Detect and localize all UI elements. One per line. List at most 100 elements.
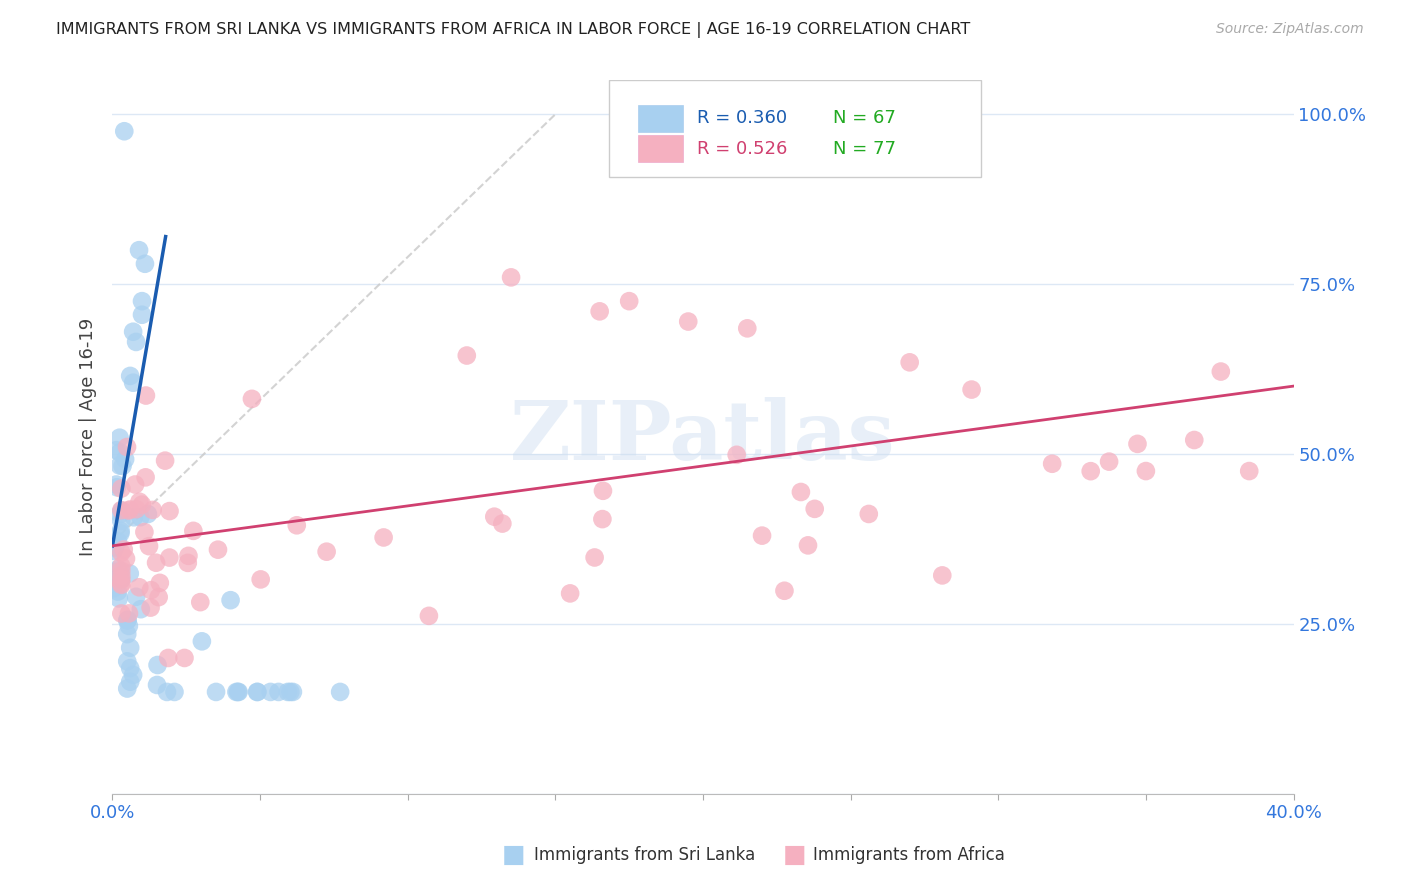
Text: ■: ■ bbox=[783, 843, 806, 866]
Point bbox=[117, 503, 139, 517]
Point bbox=[135, 388, 157, 402]
Point bbox=[329, 685, 352, 699]
Y-axis label: In Labor Force | Age 16-19: In Labor Force | Age 16-19 bbox=[79, 318, 97, 557]
Point bbox=[115, 440, 138, 454]
Point bbox=[128, 243, 150, 257]
Point bbox=[163, 685, 186, 699]
Point bbox=[120, 661, 142, 675]
Point bbox=[128, 494, 150, 508]
Point bbox=[207, 542, 229, 557]
Point bbox=[107, 591, 129, 606]
Point bbox=[501, 270, 523, 285]
Point bbox=[157, 651, 180, 665]
Point bbox=[110, 526, 132, 541]
Point bbox=[146, 678, 169, 692]
Point bbox=[118, 607, 141, 621]
Point bbox=[315, 544, 337, 558]
Point bbox=[124, 477, 146, 491]
Point bbox=[491, 516, 513, 531]
FancyBboxPatch shape bbox=[638, 136, 683, 162]
Point bbox=[131, 498, 153, 512]
Point bbox=[110, 568, 132, 582]
Point bbox=[117, 654, 138, 668]
Point bbox=[583, 550, 606, 565]
Point bbox=[267, 685, 290, 699]
Point bbox=[134, 524, 156, 539]
Text: N = 77: N = 77 bbox=[832, 140, 896, 158]
FancyBboxPatch shape bbox=[609, 80, 980, 177]
Point bbox=[1040, 457, 1063, 471]
Point bbox=[110, 503, 132, 517]
Point bbox=[588, 304, 610, 318]
Point bbox=[246, 685, 269, 699]
Point bbox=[118, 502, 141, 516]
Point bbox=[149, 575, 172, 590]
Text: N = 67: N = 67 bbox=[832, 109, 896, 127]
Point bbox=[115, 551, 138, 566]
FancyBboxPatch shape bbox=[638, 104, 683, 132]
Point bbox=[138, 539, 160, 553]
Point bbox=[281, 685, 304, 699]
Text: Source: ZipAtlas.com: Source: ZipAtlas.com bbox=[1216, 22, 1364, 37]
Point bbox=[177, 556, 200, 570]
Point bbox=[129, 602, 152, 616]
Point bbox=[228, 685, 250, 699]
Point bbox=[110, 573, 132, 587]
Point bbox=[146, 658, 169, 673]
Point bbox=[110, 576, 132, 591]
Point bbox=[107, 584, 129, 599]
Point bbox=[183, 524, 205, 538]
Point bbox=[111, 458, 134, 473]
Point bbox=[177, 549, 200, 563]
Point bbox=[108, 458, 131, 473]
Point bbox=[159, 504, 181, 518]
Text: ZIPatlas: ZIPatlas bbox=[510, 397, 896, 477]
Text: R = 0.360: R = 0.360 bbox=[697, 109, 787, 127]
Point bbox=[240, 392, 263, 406]
Point bbox=[107, 562, 129, 576]
Point bbox=[456, 349, 478, 363]
Point bbox=[678, 314, 700, 328]
Point bbox=[112, 542, 135, 557]
Text: Immigrants from Africa: Immigrants from Africa bbox=[813, 846, 1004, 863]
Point bbox=[418, 608, 440, 623]
Point bbox=[118, 619, 141, 633]
Point bbox=[188, 595, 211, 609]
Point bbox=[153, 453, 176, 467]
Point bbox=[139, 583, 162, 598]
Point bbox=[125, 502, 148, 516]
Point bbox=[112, 124, 135, 138]
Point bbox=[249, 573, 271, 587]
Point bbox=[1135, 464, 1157, 478]
Point bbox=[103, 544, 125, 558]
Point bbox=[122, 510, 145, 524]
Point bbox=[797, 538, 820, 552]
Point bbox=[105, 477, 128, 491]
Point bbox=[226, 685, 249, 699]
Point bbox=[898, 355, 921, 369]
Point bbox=[790, 485, 813, 500]
Point bbox=[1080, 464, 1102, 478]
Point bbox=[373, 531, 395, 545]
Point bbox=[107, 575, 129, 590]
Point bbox=[148, 590, 170, 604]
Point bbox=[122, 376, 145, 390]
Point bbox=[103, 581, 125, 595]
Point bbox=[285, 518, 308, 533]
Point bbox=[110, 573, 132, 587]
Point bbox=[120, 368, 142, 383]
Point bbox=[134, 257, 156, 271]
Point bbox=[128, 580, 150, 594]
Point bbox=[1209, 365, 1232, 379]
Point bbox=[591, 512, 613, 526]
Point bbox=[225, 685, 247, 699]
Point bbox=[110, 559, 132, 574]
Point bbox=[105, 480, 128, 494]
Point bbox=[104, 565, 127, 579]
Point bbox=[110, 607, 132, 621]
Point bbox=[131, 308, 153, 322]
Point bbox=[156, 685, 179, 699]
Point bbox=[858, 507, 880, 521]
Point bbox=[142, 503, 165, 517]
Point bbox=[105, 443, 128, 458]
